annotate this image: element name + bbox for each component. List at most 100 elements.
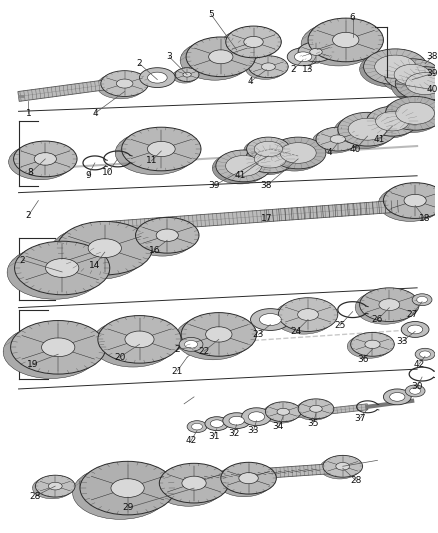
Polygon shape (80, 463, 338, 491)
Ellipse shape (239, 473, 258, 484)
Ellipse shape (338, 112, 397, 146)
Ellipse shape (294, 52, 312, 62)
Polygon shape (391, 84, 438, 86)
Polygon shape (173, 75, 199, 76)
Ellipse shape (385, 59, 438, 91)
Ellipse shape (131, 221, 194, 256)
Ellipse shape (216, 465, 272, 497)
Text: 2: 2 (26, 211, 31, 220)
Ellipse shape (180, 41, 250, 80)
Ellipse shape (254, 150, 286, 168)
Ellipse shape (301, 22, 377, 66)
Ellipse shape (186, 37, 255, 77)
Ellipse shape (251, 309, 290, 330)
Polygon shape (154, 483, 229, 487)
Polygon shape (212, 166, 272, 168)
Polygon shape (115, 149, 201, 153)
Text: 36: 36 (357, 354, 368, 364)
Ellipse shape (407, 325, 423, 334)
Text: 2: 2 (137, 59, 142, 68)
Text: 27: 27 (406, 310, 418, 319)
Ellipse shape (11, 320, 106, 374)
Ellipse shape (298, 309, 318, 320)
Ellipse shape (404, 195, 426, 207)
Ellipse shape (296, 400, 332, 420)
Ellipse shape (394, 64, 430, 85)
Ellipse shape (173, 69, 197, 83)
Text: 37: 37 (354, 414, 365, 423)
Ellipse shape (88, 239, 121, 257)
Ellipse shape (229, 416, 244, 425)
Ellipse shape (98, 316, 181, 363)
Ellipse shape (148, 141, 175, 157)
Ellipse shape (298, 42, 334, 62)
Polygon shape (278, 404, 368, 419)
Text: 9: 9 (85, 171, 91, 180)
Text: 16: 16 (148, 246, 160, 255)
Ellipse shape (278, 298, 338, 332)
Ellipse shape (365, 340, 380, 349)
Ellipse shape (415, 348, 435, 360)
Ellipse shape (191, 423, 202, 430)
Text: 41: 41 (374, 135, 385, 143)
Ellipse shape (205, 417, 229, 431)
Text: 21: 21 (172, 367, 183, 376)
Ellipse shape (248, 56, 288, 78)
Polygon shape (313, 139, 360, 141)
Ellipse shape (308, 18, 383, 62)
Ellipse shape (420, 351, 431, 358)
Polygon shape (334, 129, 397, 132)
Ellipse shape (390, 392, 405, 401)
Ellipse shape (360, 51, 423, 87)
Polygon shape (244, 149, 290, 151)
Ellipse shape (360, 288, 419, 321)
Ellipse shape (14, 141, 77, 177)
Ellipse shape (212, 152, 268, 184)
Ellipse shape (417, 296, 427, 303)
Text: 40: 40 (426, 85, 438, 94)
Ellipse shape (9, 144, 72, 180)
Text: 28: 28 (350, 475, 361, 484)
Ellipse shape (347, 335, 391, 358)
Polygon shape (32, 486, 75, 488)
Ellipse shape (50, 226, 145, 279)
Text: 1: 1 (25, 109, 32, 118)
Ellipse shape (135, 217, 199, 253)
Ellipse shape (381, 61, 436, 93)
Text: 34: 34 (272, 422, 284, 431)
Ellipse shape (374, 55, 416, 78)
Ellipse shape (181, 312, 257, 356)
Ellipse shape (7, 246, 102, 299)
Ellipse shape (182, 476, 206, 490)
Ellipse shape (287, 48, 319, 66)
Ellipse shape (381, 99, 438, 133)
Ellipse shape (42, 338, 75, 357)
Ellipse shape (383, 183, 438, 219)
Ellipse shape (336, 463, 350, 470)
Ellipse shape (396, 67, 438, 100)
Ellipse shape (183, 72, 191, 77)
Ellipse shape (323, 455, 363, 477)
Polygon shape (381, 114, 438, 116)
Text: 5: 5 (208, 10, 214, 19)
Ellipse shape (274, 301, 333, 334)
Text: 13: 13 (302, 65, 314, 74)
Text: 40: 40 (350, 144, 361, 154)
Text: 10: 10 (102, 168, 113, 177)
Ellipse shape (364, 49, 427, 85)
Ellipse shape (48, 482, 62, 490)
Ellipse shape (32, 477, 72, 499)
Polygon shape (301, 40, 383, 44)
Ellipse shape (405, 385, 425, 397)
Polygon shape (378, 200, 438, 204)
Ellipse shape (410, 387, 420, 394)
Polygon shape (360, 67, 427, 69)
Ellipse shape (216, 150, 272, 182)
Polygon shape (50, 248, 152, 253)
Ellipse shape (159, 463, 229, 503)
Text: 14: 14 (89, 261, 101, 270)
Ellipse shape (270, 137, 326, 169)
Ellipse shape (364, 108, 415, 138)
Polygon shape (296, 409, 334, 410)
Ellipse shape (247, 137, 290, 161)
